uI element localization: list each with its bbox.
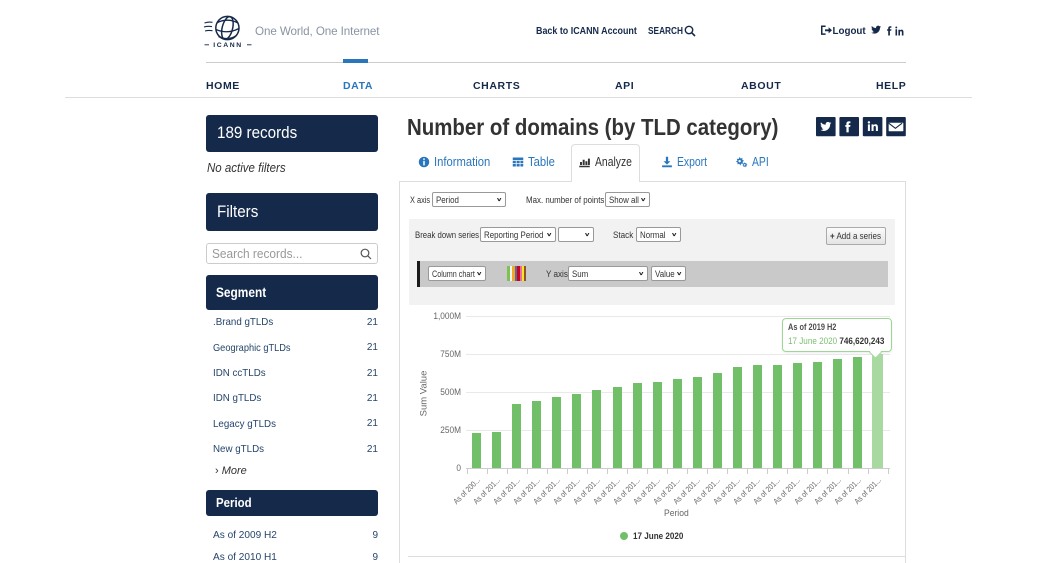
svg-text:Logout: Logout: [833, 26, 867, 37]
svg-text:ICANN: ICANN: [213, 42, 243, 48]
